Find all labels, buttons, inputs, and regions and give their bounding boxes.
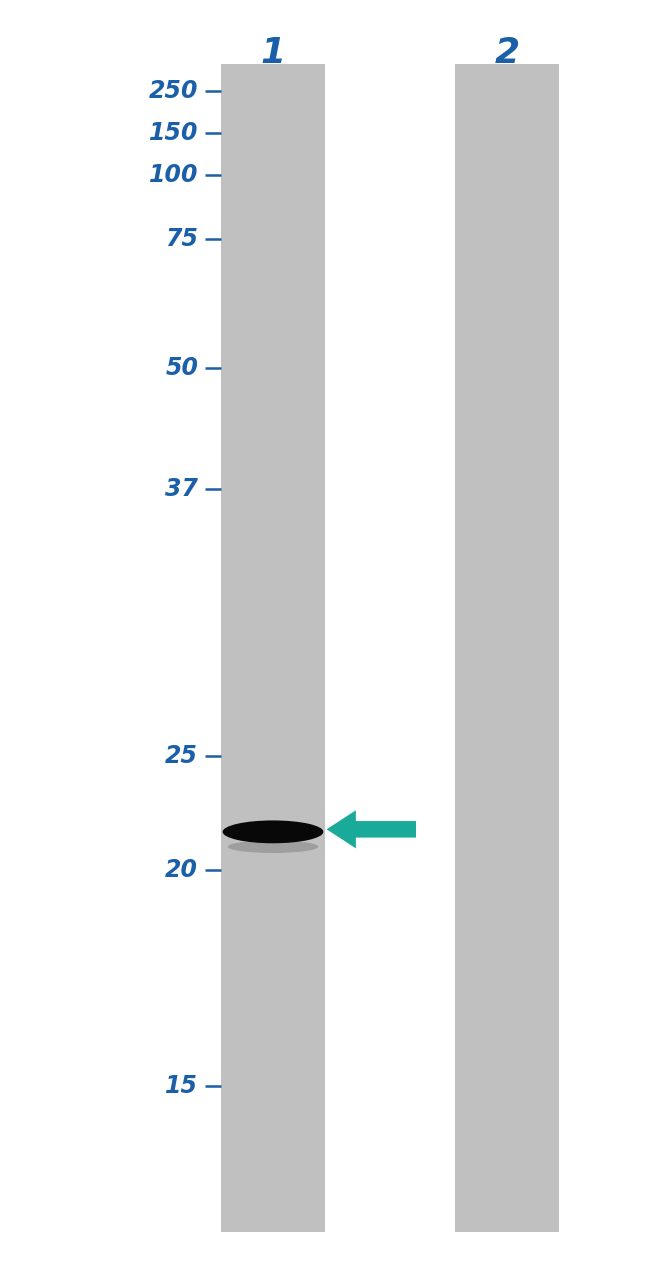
- Bar: [221, 64, 325, 1232]
- Text: 100: 100: [149, 164, 198, 187]
- Text: 20: 20: [165, 859, 198, 881]
- Text: 250: 250: [149, 80, 198, 103]
- Bar: [455, 64, 559, 1232]
- Text: 37: 37: [165, 478, 198, 500]
- Text: 50: 50: [165, 357, 198, 380]
- Text: 25: 25: [165, 744, 198, 767]
- Text: 15: 15: [165, 1074, 198, 1097]
- FancyArrow shape: [326, 810, 416, 848]
- Ellipse shape: [227, 841, 318, 853]
- Text: 75: 75: [165, 227, 198, 250]
- Text: 150: 150: [149, 122, 198, 145]
- Text: 1: 1: [261, 36, 285, 70]
- Text: 2: 2: [495, 36, 519, 70]
- Ellipse shape: [222, 820, 324, 843]
